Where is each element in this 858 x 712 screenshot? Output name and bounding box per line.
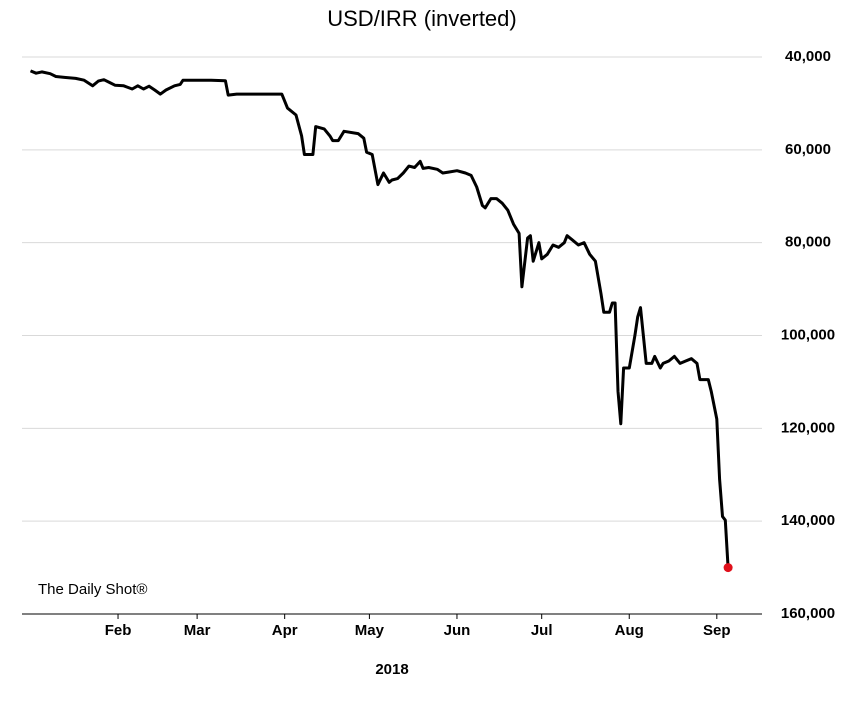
y-tick-label: 80,000 [785,234,831,251]
x-tick-label: May [355,622,385,639]
y-tick-label: 100,000 [781,326,835,343]
x-tick-label: Sep [703,622,731,639]
line [29,69,730,568]
y-tick-label: 140,000 [781,512,835,529]
x-tick-label: Feb [105,622,132,639]
x-tick-label: Mar [184,622,211,639]
y-tick-label: 120,000 [781,419,835,436]
chart-title: USD/IRR (inverted) [327,6,516,31]
x-tick-label: Apr [272,622,298,639]
y-tick-label: 160,000 [781,605,835,622]
x-axis-label: 2018 [375,661,408,678]
x-tick-label: Aug [615,622,644,639]
x-tick-label: Jun [444,622,471,639]
x-tick-label: Jul [531,622,553,639]
last-point [723,563,733,573]
y-tick-label: 60,000 [785,141,831,158]
y-tick-label: 40,000 [785,48,831,65]
annotation: The Daily Shot® [38,581,147,598]
